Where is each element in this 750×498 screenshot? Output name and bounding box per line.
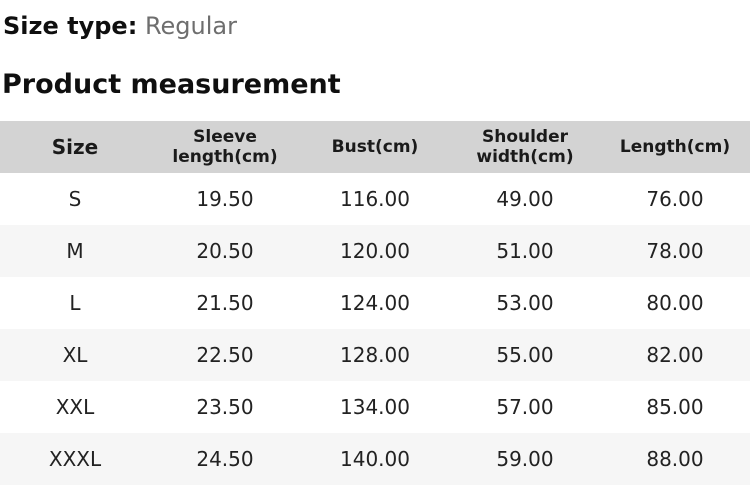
measurement-table: Size Sleeve length(cm) Bust(cm) Shoulder… xyxy=(0,121,750,485)
column-header-line: length(cm) xyxy=(172,147,278,167)
table-header-row: Size Sleeve length(cm) Bust(cm) Shoulder… xyxy=(0,121,750,173)
size-type-label: Size type: xyxy=(3,12,138,40)
table-row: L 21.50 124.00 53.00 80.00 xyxy=(0,277,750,329)
measurement-cell: 78.00 xyxy=(646,239,704,263)
table-body: S 19.50 116.00 49.00 76.00 M 20.50 120.00 51.00 7… xyxy=(0,173,750,485)
size-type-value: Regular xyxy=(144,12,237,40)
measurement-cell: 134.00 xyxy=(340,395,410,419)
measurement-cell: 23.50 xyxy=(196,395,254,419)
measurement-cell: 76.00 xyxy=(646,187,704,211)
table-row: XL 22.50 128.00 55.00 82.00 xyxy=(0,329,750,381)
table-row: XXXL 24.50 140.00 59.00 88.00 xyxy=(0,433,750,485)
measurement-cell: 53.00 xyxy=(496,291,554,315)
table-row: M 20.50 120.00 51.00 78.00 xyxy=(0,225,750,277)
measurement-cell: 21.50 xyxy=(196,291,254,315)
size-cell: XXL xyxy=(55,395,95,419)
measurement-cell: 85.00 xyxy=(646,395,704,419)
measurement-cell: 51.00 xyxy=(496,239,554,263)
column-header-length: Length(cm) xyxy=(619,137,731,157)
column-header-sleeve-length: Sleeve length(cm) xyxy=(150,121,300,173)
measurement-cell: 80.00 xyxy=(646,291,704,315)
size-type-row: Size type: Regular xyxy=(3,12,750,40)
measurement-cell: 55.00 xyxy=(496,343,554,367)
measurement-cell: 88.00 xyxy=(646,447,704,471)
size-cell: M xyxy=(66,239,84,263)
measurement-cell: 24.50 xyxy=(196,447,254,471)
measurement-cell: 49.00 xyxy=(496,187,554,211)
column-header-line: Shoulder xyxy=(481,127,569,147)
table-row: S 19.50 116.00 49.00 76.00 xyxy=(0,173,750,225)
column-header-bust: Bust(cm) xyxy=(331,137,419,157)
measurement-cell: 120.00 xyxy=(340,239,410,263)
measurement-cell: 59.00 xyxy=(496,447,554,471)
measurement-cell: 57.00 xyxy=(496,395,554,419)
measurement-cell: 116.00 xyxy=(340,187,410,211)
measurement-cell: 128.00 xyxy=(340,343,410,367)
measurement-cell: 20.50 xyxy=(196,239,254,263)
measurement-cell: 140.00 xyxy=(340,447,410,471)
column-header-line: width(cm) xyxy=(476,147,574,167)
size-cell: L xyxy=(69,291,81,315)
column-header-shoulder-width: Shoulder width(cm) xyxy=(450,121,600,173)
size-cell: S xyxy=(68,187,82,211)
column-header-size: Size xyxy=(51,135,99,159)
measurement-cell: 22.50 xyxy=(196,343,254,367)
page-title: Product measurement xyxy=(2,69,341,100)
table-row: XXL 23.50 134.00 57.00 85.00 xyxy=(0,381,750,433)
column-header-line: Sleeve xyxy=(193,127,257,147)
measurement-cell: 124.00 xyxy=(340,291,410,315)
measurement-cell: 82.00 xyxy=(646,343,704,367)
table-header: Size Sleeve length(cm) Bust(cm) Shoulder… xyxy=(0,121,750,173)
size-cell: XL xyxy=(62,343,88,367)
size-cell: XXXL xyxy=(48,447,102,471)
measurement-cell: 19.50 xyxy=(196,187,254,211)
